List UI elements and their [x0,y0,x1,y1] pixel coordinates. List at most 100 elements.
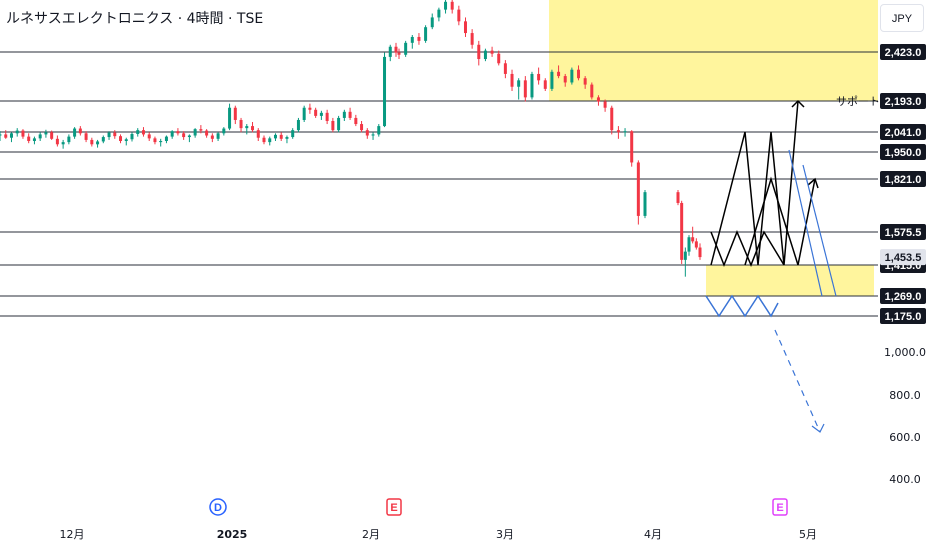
candle-body [698,247,702,258]
candle-body [342,111,346,118]
candle-body [170,131,174,137]
candle-body [616,130,620,133]
price-level-badge [880,288,926,304]
blue-decline-path[interactable] [802,164,837,297]
time-axis-label: 12月 [60,528,85,541]
candle-body [676,192,680,203]
candle-body [199,129,203,131]
blue-decline-path[interactable] [788,149,823,297]
black-zigzag-path[interactable] [710,100,799,266]
candle-body [38,134,42,139]
candle-body [222,128,226,134]
candle-body [477,44,481,60]
candle-body [308,107,312,110]
candle-body [147,134,151,139]
candle-body [61,142,65,145]
candle-body [543,80,547,89]
candle-body [354,117,358,125]
candle-body [577,69,581,79]
candle-body [193,129,197,136]
candle-body [397,52,401,55]
candle-body [239,119,243,129]
candle-body [164,136,168,142]
candle-body [550,71,554,89]
blue-zigzag-path[interactable] [705,294,779,318]
candle-body [457,9,461,22]
candle-body [296,119,300,131]
candle-body [21,130,25,137]
candle-body [388,46,392,57]
candle-body [470,33,474,45]
event-marker-earnings-future[interactable]: E [772,498,788,516]
black-zigzag-secondary[interactable] [744,176,816,266]
support-annotation-label: サポート [836,95,880,108]
candle-body [256,130,260,138]
candle-body [136,130,140,134]
candle-body [563,76,567,83]
candle-body [273,134,277,139]
candle-body [483,50,487,60]
candle-body [557,71,561,77]
time-axis-label: 2025 [217,528,248,541]
resistance-zone [549,0,878,101]
candle-body [302,107,306,120]
candle-body [78,128,82,134]
candle-body [113,132,117,137]
price-scale-tick: 1,000.0 [884,346,926,359]
candle-body [463,21,467,34]
candle-body [630,131,634,163]
candle-body [636,162,640,216]
candle-body [680,202,684,260]
candle-body [503,63,507,74]
candle-body [497,53,501,64]
candle-body [130,133,134,140]
support-zone [706,265,874,296]
arrow-head-icon [811,423,825,433]
candle-body [176,131,180,134]
candle-body [437,9,441,18]
candle-body [490,50,494,54]
event-letter: D [214,502,222,514]
black-zigzag-lower[interactable] [710,230,785,268]
candle-body [603,101,607,108]
time-axis-label: 5月 [799,528,817,541]
candle-body [687,237,691,252]
candle-body [394,46,398,53]
candle-body [325,112,329,121]
event-marker-dividend[interactable]: D [209,498,227,516]
candle-body [319,112,323,116]
candle-body [517,80,521,87]
candle-body [610,107,614,131]
event-letter: E [776,502,783,514]
candle-body [187,135,191,138]
candle-body [285,137,289,139]
event-marker-earnings[interactable]: E [386,498,402,516]
blue-dashed-projection[interactable] [774,329,821,433]
price-scale-tick: 600.0 [889,431,921,444]
price-level-badge [880,93,926,109]
candle-body [691,237,695,242]
candle-body [0,134,2,136]
currency-button[interactable]: JPY [880,4,924,32]
earnings-icon [386,498,402,516]
price-level-badge [880,171,926,187]
candle-body [228,107,232,129]
candle-body [337,117,341,131]
candle-body [251,126,255,131]
candle-body [9,133,13,138]
arrow-head-icon [791,99,805,108]
candle-body [583,78,587,85]
candle-body [32,138,36,142]
price-level-badge-text: 2,041.0 [885,127,922,139]
candle-body [84,133,88,140]
candle-body [570,69,574,83]
arrow-head-icon [807,177,819,189]
candle-body [182,133,186,138]
candle-body [96,141,100,145]
candle-body [67,136,71,143]
candle-body [377,126,381,135]
candle-body [159,141,163,143]
candle-body [101,137,105,142]
